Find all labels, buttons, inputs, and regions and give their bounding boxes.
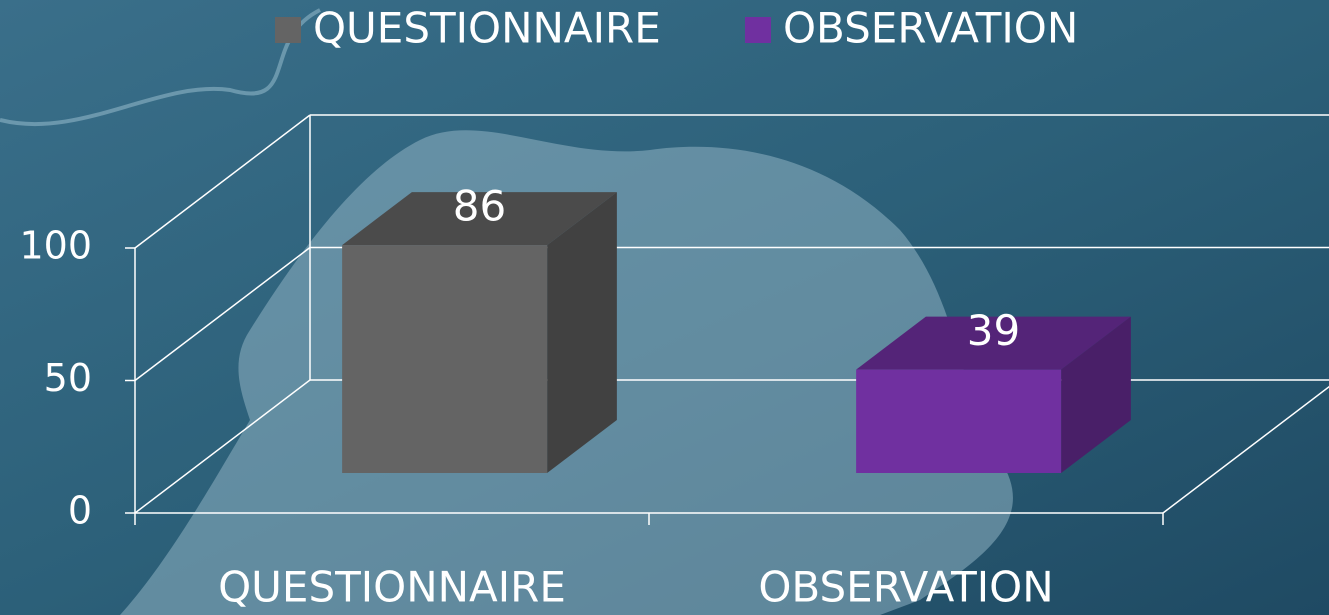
legend-swatch	[275, 17, 301, 43]
y-tick-label: 100	[19, 224, 92, 268]
legend-label: OBSERVATION	[783, 4, 1078, 53]
data-label: 39	[967, 306, 1020, 355]
chart: 0 50 100 86 QUESTIONNAIRE 39 OBSERVATION QUESTI…	[0, 0, 1329, 615]
x-tick-label: OBSERVATION	[758, 563, 1053, 612]
data-label: 86	[453, 182, 506, 231]
legend-label: QUESTIONNAIRE	[313, 4, 661, 53]
x-tick-label: QUESTIONNAIRE	[218, 563, 566, 612]
bar	[856, 370, 1061, 473]
y-tick-label: 50	[44, 356, 92, 400]
legend-swatch	[745, 17, 771, 43]
bar	[342, 245, 547, 473]
y-tick-label: 0	[68, 489, 92, 533]
